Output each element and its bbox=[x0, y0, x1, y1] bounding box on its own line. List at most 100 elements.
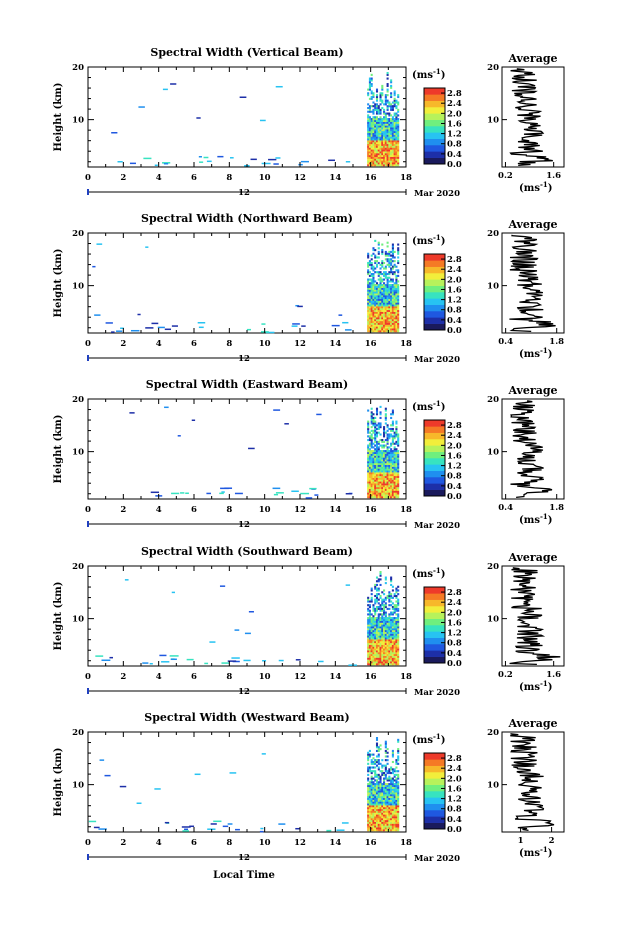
data-cell bbox=[395, 309, 398, 312]
data-cell bbox=[390, 659, 393, 662]
data-cell bbox=[170, 83, 177, 85]
data-cell bbox=[383, 298, 386, 301]
data-cell bbox=[390, 313, 393, 316]
panel-3: Spectral Width (Eastward Beam)0 2 4 6 8 10 12 1… bbox=[53, 378, 565, 531]
colorbar-unit-text: (ms bbox=[412, 236, 433, 247]
data-cell bbox=[379, 129, 382, 132]
data-cell bbox=[181, 826, 191, 828]
data-cell bbox=[374, 483, 377, 486]
data-cell bbox=[370, 284, 373, 287]
colorbar-unit: (ms-1) bbox=[412, 732, 445, 746]
data-cell bbox=[248, 611, 254, 613]
data-cell bbox=[386, 293, 389, 296]
data-cell bbox=[383, 112, 386, 115]
data-cell bbox=[393, 494, 396, 497]
data-cell bbox=[370, 263, 373, 266]
data-cell bbox=[367, 330, 370, 333]
data-cell bbox=[375, 129, 379, 132]
data-cell bbox=[377, 642, 380, 645]
data-cell bbox=[374, 260, 377, 263]
data-cell bbox=[391, 825, 394, 828]
data-cell bbox=[388, 273, 391, 276]
data-cell bbox=[395, 492, 398, 495]
data-cell bbox=[393, 451, 396, 454]
data-cell bbox=[388, 483, 391, 486]
data-cell bbox=[384, 407, 387, 410]
data-cell bbox=[393, 94, 396, 97]
data-cell bbox=[367, 158, 370, 161]
data-cell bbox=[381, 613, 384, 616]
data-cell bbox=[368, 306, 371, 309]
data-cell bbox=[379, 282, 382, 285]
data-cell bbox=[381, 468, 384, 471]
data-cell bbox=[391, 308, 394, 311]
data-cell bbox=[384, 617, 387, 620]
data-cell bbox=[390, 271, 393, 274]
colorbar-unit: (ms-1) bbox=[412, 233, 445, 247]
data-cell bbox=[388, 103, 391, 106]
x-axis: 0 2 4 6 8 10 12 14 16 18 bbox=[85, 566, 412, 682]
data-cell bbox=[374, 453, 377, 456]
data-cell bbox=[390, 596, 393, 599]
data-cell bbox=[372, 663, 375, 666]
data-cell bbox=[390, 121, 393, 124]
data-cell bbox=[379, 770, 382, 773]
data-cell bbox=[375, 107, 379, 110]
data-cell bbox=[393, 768, 396, 771]
data-cell bbox=[397, 819, 400, 822]
data-cell bbox=[393, 784, 396, 787]
data-cell bbox=[375, 472, 379, 475]
data-cell bbox=[390, 269, 393, 272]
data-cell bbox=[391, 753, 394, 756]
data-cell bbox=[395, 474, 398, 477]
data-cell bbox=[397, 479, 400, 482]
data-cell bbox=[377, 777, 380, 780]
data-cell bbox=[397, 271, 400, 274]
data-cell bbox=[370, 775, 373, 778]
data-cell bbox=[386, 784, 389, 787]
data-cell bbox=[275, 492, 284, 494]
data-cell bbox=[391, 633, 394, 636]
data-cell bbox=[386, 437, 389, 440]
data-cell bbox=[384, 626, 387, 629]
data-cell bbox=[386, 803, 389, 806]
data-cell bbox=[377, 650, 380, 653]
data-cell bbox=[395, 624, 398, 627]
colorbar-swatch bbox=[424, 618, 445, 626]
data-cell bbox=[375, 661, 379, 664]
data-cell bbox=[395, 132, 398, 135]
data-cell bbox=[393, 816, 396, 819]
data-cell bbox=[397, 322, 400, 325]
data-cell bbox=[384, 604, 387, 607]
data-cell bbox=[390, 810, 393, 813]
data-cell bbox=[381, 94, 384, 97]
data-cell bbox=[374, 783, 377, 786]
data-cell bbox=[393, 320, 396, 323]
data-cell bbox=[370, 442, 373, 445]
data-cell bbox=[374, 628, 377, 631]
data-cell bbox=[381, 309, 384, 312]
data-cell bbox=[379, 309, 382, 312]
data-cell bbox=[372, 280, 375, 283]
data-cell bbox=[370, 661, 373, 664]
data-cell bbox=[367, 661, 370, 664]
data-cell bbox=[375, 108, 379, 111]
data-cell bbox=[370, 295, 373, 298]
colorbar-tick-label: 0.8 bbox=[447, 805, 462, 815]
data-cell bbox=[374, 108, 377, 111]
data-cell bbox=[370, 639, 373, 642]
data-cell bbox=[397, 153, 400, 156]
data-cell bbox=[383, 118, 386, 121]
data-cell bbox=[370, 455, 373, 458]
data-cell bbox=[377, 112, 380, 115]
data-cell bbox=[386, 490, 389, 493]
data-cell bbox=[388, 140, 391, 143]
data-cell bbox=[379, 424, 382, 427]
data-cell bbox=[381, 160, 384, 163]
data-cell bbox=[393, 609, 396, 612]
data-cell bbox=[374, 330, 377, 333]
colorbar-frame bbox=[423, 87, 446, 165]
data-cell bbox=[383, 797, 386, 800]
data-cell bbox=[375, 459, 379, 462]
data-cell bbox=[383, 319, 386, 322]
